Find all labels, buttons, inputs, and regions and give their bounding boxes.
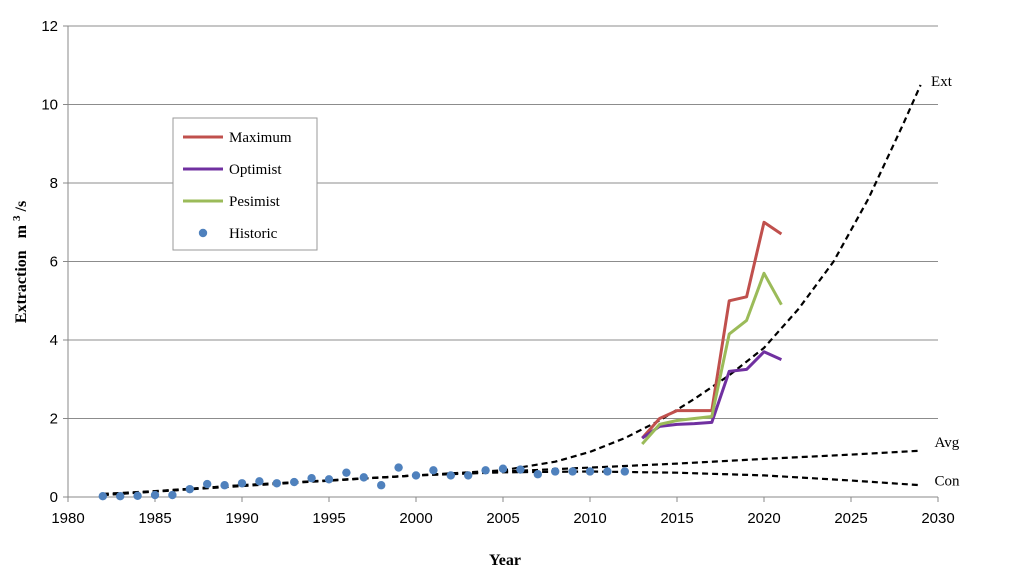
- series-line-con: [102, 470, 921, 497]
- legend-marker-historic: [198, 228, 208, 238]
- point-historic-2006: [516, 465, 525, 474]
- x-tick-label-1995: 1995: [312, 510, 345, 527]
- legend-label-maximum: Maximum: [229, 130, 292, 146]
- y-tick-label-8: 8: [50, 175, 58, 192]
- point-historic-1986: [168, 490, 177, 500]
- point-historic-1992: [272, 479, 281, 488]
- x-axis-title: Year: [489, 552, 521, 569]
- legend-items: Maximum Optimist Pesimist Historic: [183, 130, 292, 242]
- point-historic-1990: [237, 479, 247, 488]
- y-tick-label-10: 10: [41, 97, 58, 114]
- point-historic-2011: [603, 467, 612, 476]
- point-historic-1993: [290, 477, 299, 487]
- point-historic-2000: [411, 471, 421, 480]
- series-line-optimist: [641, 350, 783, 440]
- x-tick-label-2000: 2000: [399, 510, 432, 527]
- legend-item-optimist: Optimist: [183, 162, 282, 178]
- x-tick-labels: 1980 1985 1990 1995 2000 2005 2010 2015 2020 2025…: [51, 497, 955, 527]
- x-tick-label-1985: 1985: [138, 510, 171, 527]
- series-line-pesimist: [641, 271, 783, 445]
- point-historic-1995: [324, 475, 334, 484]
- point-historic-1998: [377, 481, 386, 490]
- point-historic-2009: [568, 467, 577, 476]
- point-historic-1984: [133, 491, 142, 501]
- point-historic-1991: [255, 477, 264, 486]
- point-historic-1996: [342, 468, 351, 477]
- y-axis-title-unit-sup: 3: [11, 215, 23, 221]
- legend-item-historic: Historic: [198, 226, 278, 242]
- legend-label-historic: Historic: [229, 226, 278, 242]
- legend-label-optimist: Optimist: [229, 162, 282, 178]
- point-historic-2001: [429, 466, 438, 475]
- y-axis-title: Extraction m 3 /s: [7, 201, 30, 323]
- x-tick-label-2020: 2020: [747, 510, 780, 527]
- point-historic-2008: [551, 467, 560, 476]
- legend-box: [172, 117, 318, 251]
- point-historic-1982: [98, 492, 108, 501]
- point-historic-1987: [185, 484, 194, 494]
- point-historic-2005: [498, 464, 508, 473]
- y-axis-title-unit-tail: /s: [13, 201, 30, 213]
- series-line-maximum: [641, 220, 783, 440]
- y-axis-title-main: Extraction: [13, 250, 30, 323]
- point-historic-1994: [307, 473, 316, 483]
- point-historic-1989: [220, 481, 229, 490]
- series-line-avg: [102, 449, 921, 497]
- series-layer: [98, 84, 922, 501]
- point-historic-2010: [585, 467, 595, 476]
- y-tick-label-6: 6: [50, 254, 58, 271]
- x-tick-label-2005: 2005: [486, 510, 519, 527]
- x-tick-label-2010: 2010: [573, 510, 606, 527]
- point-historic-2004: [481, 466, 490, 475]
- point-historic-2012: [620, 467, 629, 476]
- point-historic-2007: [533, 470, 542, 479]
- y-tick-label-12: 12: [41, 18, 58, 35]
- legend-label-pesimist: Pesimist: [229, 194, 281, 210]
- legend: Maximum Optimist Pesimist Historic: [172, 117, 318, 251]
- x-tick-label-2030: 2030: [921, 510, 954, 527]
- series-historic: [98, 463, 629, 501]
- point-historic-1999: [394, 463, 403, 472]
- point-historic-1997: [359, 473, 368, 482]
- point-historic-1988: [203, 479, 212, 489]
- annotation-con: Con: [935, 474, 961, 490]
- annotation-avg: Avg: [935, 435, 960, 451]
- x-tick-label-2025: 2025: [834, 510, 867, 527]
- point-historic-1983: [116, 492, 125, 501]
- y-tick-label-4: 4: [50, 332, 58, 349]
- y-axis-title-unit-base: m: [13, 224, 30, 238]
- y-tick-label-0: 0: [50, 489, 58, 506]
- annotations: Ext Avg Con: [931, 74, 960, 490]
- annotation-ext: Ext: [931, 74, 953, 90]
- legend-item-pesimist: Pesimist: [183, 194, 281, 210]
- point-historic-2002: [446, 471, 455, 480]
- legend-item-maximum: Maximum: [183, 130, 292, 146]
- point-historic-1985: [150, 490, 160, 500]
- x-tick-label-2015: 2015: [660, 510, 693, 527]
- x-tick-label-1990: 1990: [225, 510, 258, 527]
- x-tick-label-1980: 1980: [51, 510, 84, 527]
- point-historic-2003: [464, 471, 473, 480]
- y-tick-labels: 0 2 4 6 8 10 12: [41, 18, 68, 506]
- y-tick-label-2: 2: [50, 411, 58, 428]
